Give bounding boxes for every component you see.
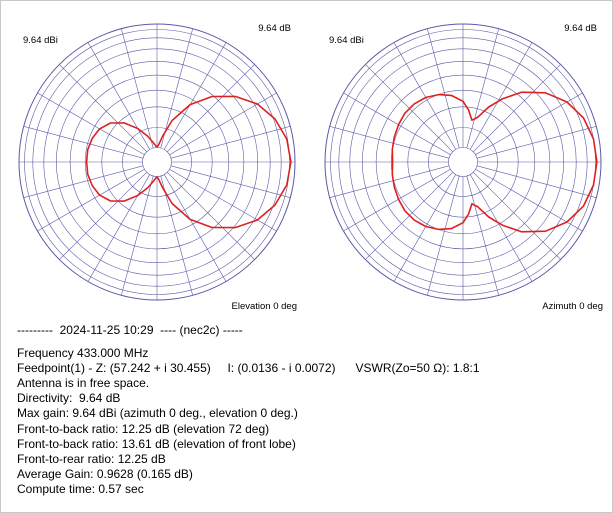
elevation-grid-spoke [166,64,255,153]
azimuth-grid-spoke [476,165,597,198]
elevation-grid-spoke [37,92,145,156]
elevation-grid-spoke [160,28,193,149]
feedpoint-impedance: Feedpoint(1) - Z: (57.242 + i 30.455) [17,361,211,376]
elevation-grid-spoke [37,168,145,232]
azimuth-grid-spoke [343,168,451,232]
azimuth-grid-spoke [466,28,499,149]
elevation-grid-spoke [166,171,255,260]
results-report: --------- 2024-11-25 10:29 ---- (nec2c) … [17,323,480,497]
front-to-back-front-lobe-line: Front-to-back ratio: 13.61 dB (elevation… [17,436,296,451]
elevation-gain-label-right: 9.64 dB [258,23,291,34]
front-to-rear-line: Front-to-rear ratio: 12.25 dB [17,451,166,466]
elevation-grid-spoke [169,168,277,232]
azimuth-gain-label-left: 9.64 dBi [329,35,364,46]
elevation-caption: Elevation 0 deg [231,301,298,312]
azimuth-caption: Azimuth 0 deg [542,301,603,312]
azimuth-grid-spoke [466,175,499,296]
feedpoint-current: I: (0.0136 - i 0.0072) [227,361,336,376]
feedpoint-vswr: VSWR(Zo=50 Ω): 1.8:1 [355,361,480,376]
elevation-grid-spoke [163,42,227,150]
elevation-grid-spoke [170,165,291,198]
elevation-radiation-pattern [85,95,292,229]
elevation-grid-spoke [163,174,227,282]
azimuth-gain-label-right: 9.64 dB [564,23,597,34]
azimuth-grid-spoke [427,28,460,149]
report-header: --------- 2024-11-25 10:29 ---- (nec2c) … [17,323,243,337]
feedpoint-line: Feedpoint(1) - Z: (57.242 + i 30.455) I:… [17,361,480,376]
azimuth-grid-spoke [472,171,561,260]
azimuth-grid-spoke [393,174,457,282]
azimuth-grid-spoke [476,126,597,159]
compute-time-line: Compute time: 0.57 sec [17,481,144,496]
azimuth-radiation-pattern [391,91,598,233]
elevation-grid-spoke [23,126,144,159]
elevation-grid-ring [142,147,172,177]
elevation-grid-spoke [170,126,291,159]
azimuth-grid-spoke [329,165,450,198]
azimuth-grid-ring [448,147,478,177]
azimuth-polar-chart [324,23,602,301]
directivity-line: Directivity: 9.64 dB [17,391,121,406]
azimuth-grid-spoke [472,64,561,153]
elevation-grid-spoke [121,175,154,296]
elevation-grid-spoke [121,28,154,149]
azimuth-grid-spoke [469,174,533,282]
elevation-grid [18,23,296,301]
front-to-back-elevation-line: Front-to-back ratio: 12.25 dB (elevation… [17,421,270,436]
elevation-grid-spoke [59,171,148,260]
azimuth-grid-spoke [475,168,583,232]
elevation-grid-spoke [87,174,151,282]
azimuth-grid-spoke [475,92,583,156]
azimuth-grid-spoke [343,92,451,156]
elevation-gain-label-left: 9.64 dBi [23,35,58,46]
azimuth-grid-spoke [427,175,460,296]
average-gain-line: Average Gain: 0.9628 (0.165 dB) [17,466,193,481]
elevation-grid-spoke [169,92,277,156]
elevation-grid-spoke [160,175,193,296]
frequency-line: Frequency 433.000 MHz [17,346,149,361]
azimuth-plot: 9.64 dBi 9.64 dB Azimuth 0 deg [317,9,609,321]
azimuth-grid-spoke [329,126,450,159]
max-gain-line: Max gain: 9.64 dBi (azimuth 0 deg., elev… [17,406,298,421]
environment-line: Antenna is in free space. [17,376,150,391]
elevation-grid-spoke [87,42,151,150]
elevation-grid-spoke [23,165,144,198]
elevation-polar-chart [18,23,296,301]
azimuth-grid [324,23,602,301]
azimuth-grid-spoke [469,42,533,150]
azimuth-grid-spoke [393,42,457,150]
elevation-grid-spoke [59,64,148,153]
elevation-plot: 9.64 dBi 9.64 dB Elevation 0 deg [11,9,303,321]
